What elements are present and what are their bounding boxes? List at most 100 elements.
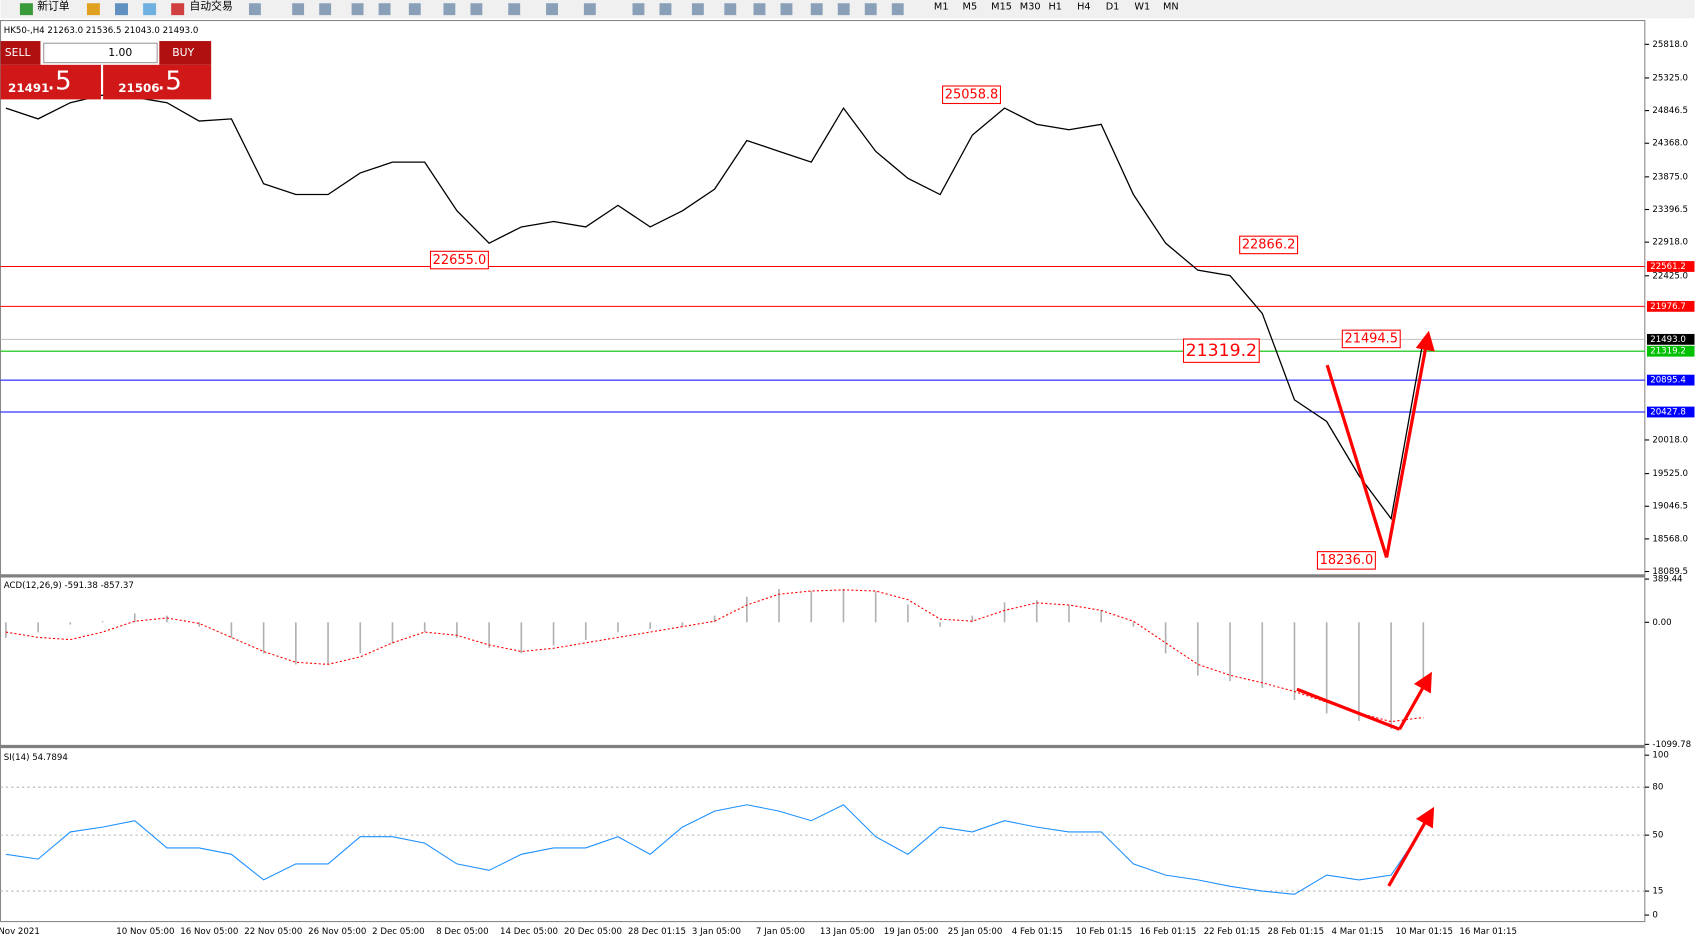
x-tick-label: 4 Mar 01:15 (1332, 927, 1384, 937)
x-tick-label: 4 Feb 01:15 (1012, 927, 1063, 937)
tool-icon[interactable] (508, 3, 521, 16)
y-tick-label: 20018.0 (1652, 435, 1688, 445)
tool-icon[interactable] (632, 3, 645, 16)
level-label: 21976.7 (1650, 302, 1686, 312)
y-tick-label: 19046.5 (1652, 502, 1688, 512)
arrow (1387, 806, 1435, 887)
x-tick-label: 26 Nov 05:00 (308, 927, 366, 937)
tool-icon[interactable] (864, 3, 877, 16)
arrow (1385, 330, 1435, 558)
tool-icon[interactable] (470, 3, 483, 16)
tool-icon[interactable] (408, 3, 421, 16)
ask-price[interactable]: 21506 (118, 81, 159, 95)
price-annotation: 22866.2 (1242, 238, 1296, 253)
tool-icon[interactable] (891, 3, 904, 16)
y-tick-label: 18089.5 (1652, 567, 1688, 577)
tool-icon[interactable] (691, 3, 704, 16)
new-order-icon[interactable] (19, 3, 33, 16)
y-tick-label: 389.44 (1652, 575, 1682, 585)
annotation-box (429, 250, 489, 270)
timeframe-button[interactable]: MN (1163, 1, 1179, 12)
ask-pips[interactable]: .5 (157, 67, 182, 97)
level-label-box (1646, 374, 1695, 386)
annotation-box (1239, 235, 1299, 255)
y-tick-label: 24368.0 (1652, 139, 1688, 149)
tool-icon[interactable] (319, 3, 332, 16)
tool-icon[interactable] (583, 3, 596, 16)
y-tick-label: 22425.0 (1652, 271, 1688, 281)
x-tick-label: 16 Mar 01:15 (1459, 927, 1517, 937)
tool-icon[interactable] (115, 3, 128, 16)
tool-icon[interactable] (780, 3, 793, 16)
x-tick-label: 25 Jan 05:00 (948, 927, 1003, 937)
level-label-box (1646, 333, 1695, 345)
x-tick-label: Nov 2021 (0, 927, 40, 937)
tool-icon[interactable] (837, 3, 850, 16)
timeframe-button[interactable]: M30 (1020, 1, 1041, 12)
price-annotation: 25058.8 (945, 88, 999, 103)
bid-price[interactable]: 21491 (8, 81, 49, 95)
panel-title: SI(14) 54.7894 (4, 753, 68, 763)
x-tick-label: 13 Jan 05:00 (820, 927, 875, 937)
level-label: 20427.8 (1650, 408, 1686, 418)
tool-icon[interactable] (724, 3, 737, 16)
tool-icon[interactable] (143, 3, 157, 16)
timeframe-button[interactable]: M1 (934, 1, 949, 12)
tool-icon[interactable] (378, 3, 391, 16)
timeframe-button[interactable]: M5 (963, 1, 978, 12)
timeframe-button[interactable]: D1 (1106, 1, 1120, 12)
buy-label[interactable]: BUY (172, 46, 194, 59)
y-tick-label: 25325.0 (1652, 73, 1688, 83)
annotation-box (1182, 338, 1260, 363)
tool-icon[interactable] (753, 3, 766, 16)
tool-icon[interactable] (86, 3, 100, 16)
auto-trading-icon[interactable] (171, 3, 185, 16)
tool-icon[interactable] (659, 3, 672, 16)
rsi-line (5, 804, 1424, 895)
price-annotation: 18236.0 (1320, 553, 1374, 568)
timeframe-button[interactable]: H4 (1077, 1, 1091, 12)
tool-icon[interactable] (546, 3, 558, 16)
lots-value[interactable]: 1.00 (108, 46, 132, 59)
y-tick-label: 22918.0 (1652, 238, 1688, 248)
level-label: 21493.0 (1650, 335, 1686, 345)
bid-pips[interactable]: .5 (47, 67, 72, 97)
tool-icon[interactable] (351, 3, 364, 16)
price-line (5, 94, 1424, 521)
timeframe-button[interactable]: M15 (991, 1, 1012, 12)
y-tick-label: 0.00 (1652, 618, 1671, 628)
panel-title: ACD(12,26,9) -591.38 -857.37 (4, 581, 134, 591)
sell-label[interactable]: SELL (5, 46, 31, 59)
lots-field[interactable] (43, 42, 158, 64)
level-label-box (1646, 261, 1695, 272)
level-label: 22561.2 (1650, 262, 1686, 272)
x-tick-label: 10 Feb 01:15 (1076, 927, 1133, 937)
tool-icon[interactable] (443, 3, 456, 16)
tool-icon[interactable] (810, 3, 823, 16)
y-tick-label: 18568.0 (1652, 534, 1688, 544)
x-tick-label: 3 Jan 05:00 (692, 927, 741, 937)
auto-trading-button[interactable]: 自动交易 (190, 0, 233, 12)
tool-icon[interactable] (292, 3, 305, 16)
x-tick-label: 14 Dec 05:00 (500, 927, 558, 937)
y-tick-label: 23875.0 (1652, 172, 1688, 182)
x-tick-label: 7 Jan 05:00 (756, 927, 805, 937)
y-tick-label: 24846.5 (1652, 106, 1688, 116)
annotation-arrows (1296, 330, 1435, 887)
bid-box[interactable] (0, 64, 101, 100)
tool-icon[interactable] (248, 3, 261, 16)
ask-box[interactable] (103, 64, 212, 100)
x-tick-label: 10 Mar 01:15 (1395, 927, 1453, 937)
panel-title: HK50-,H4 21263.0 21536.5 21043.0 21493.0 (4, 26, 199, 36)
timeframe-button[interactable]: H1 (1048, 1, 1062, 12)
sell-button[interactable] (0, 41, 41, 65)
y-tick-label: 0 (1652, 911, 1658, 921)
new-order-button[interactable]: 新订单 (37, 0, 70, 12)
price-annotation: 21494.5 (1344, 332, 1398, 347)
buy-button[interactable] (159, 41, 212, 65)
timeframe-button[interactable]: W1 (1134, 1, 1150, 12)
level-label: 20895.4 (1650, 376, 1686, 386)
x-tick-label: 16 Nov 05:00 (180, 927, 238, 937)
price-annotation: 21319.2 (1186, 341, 1257, 361)
